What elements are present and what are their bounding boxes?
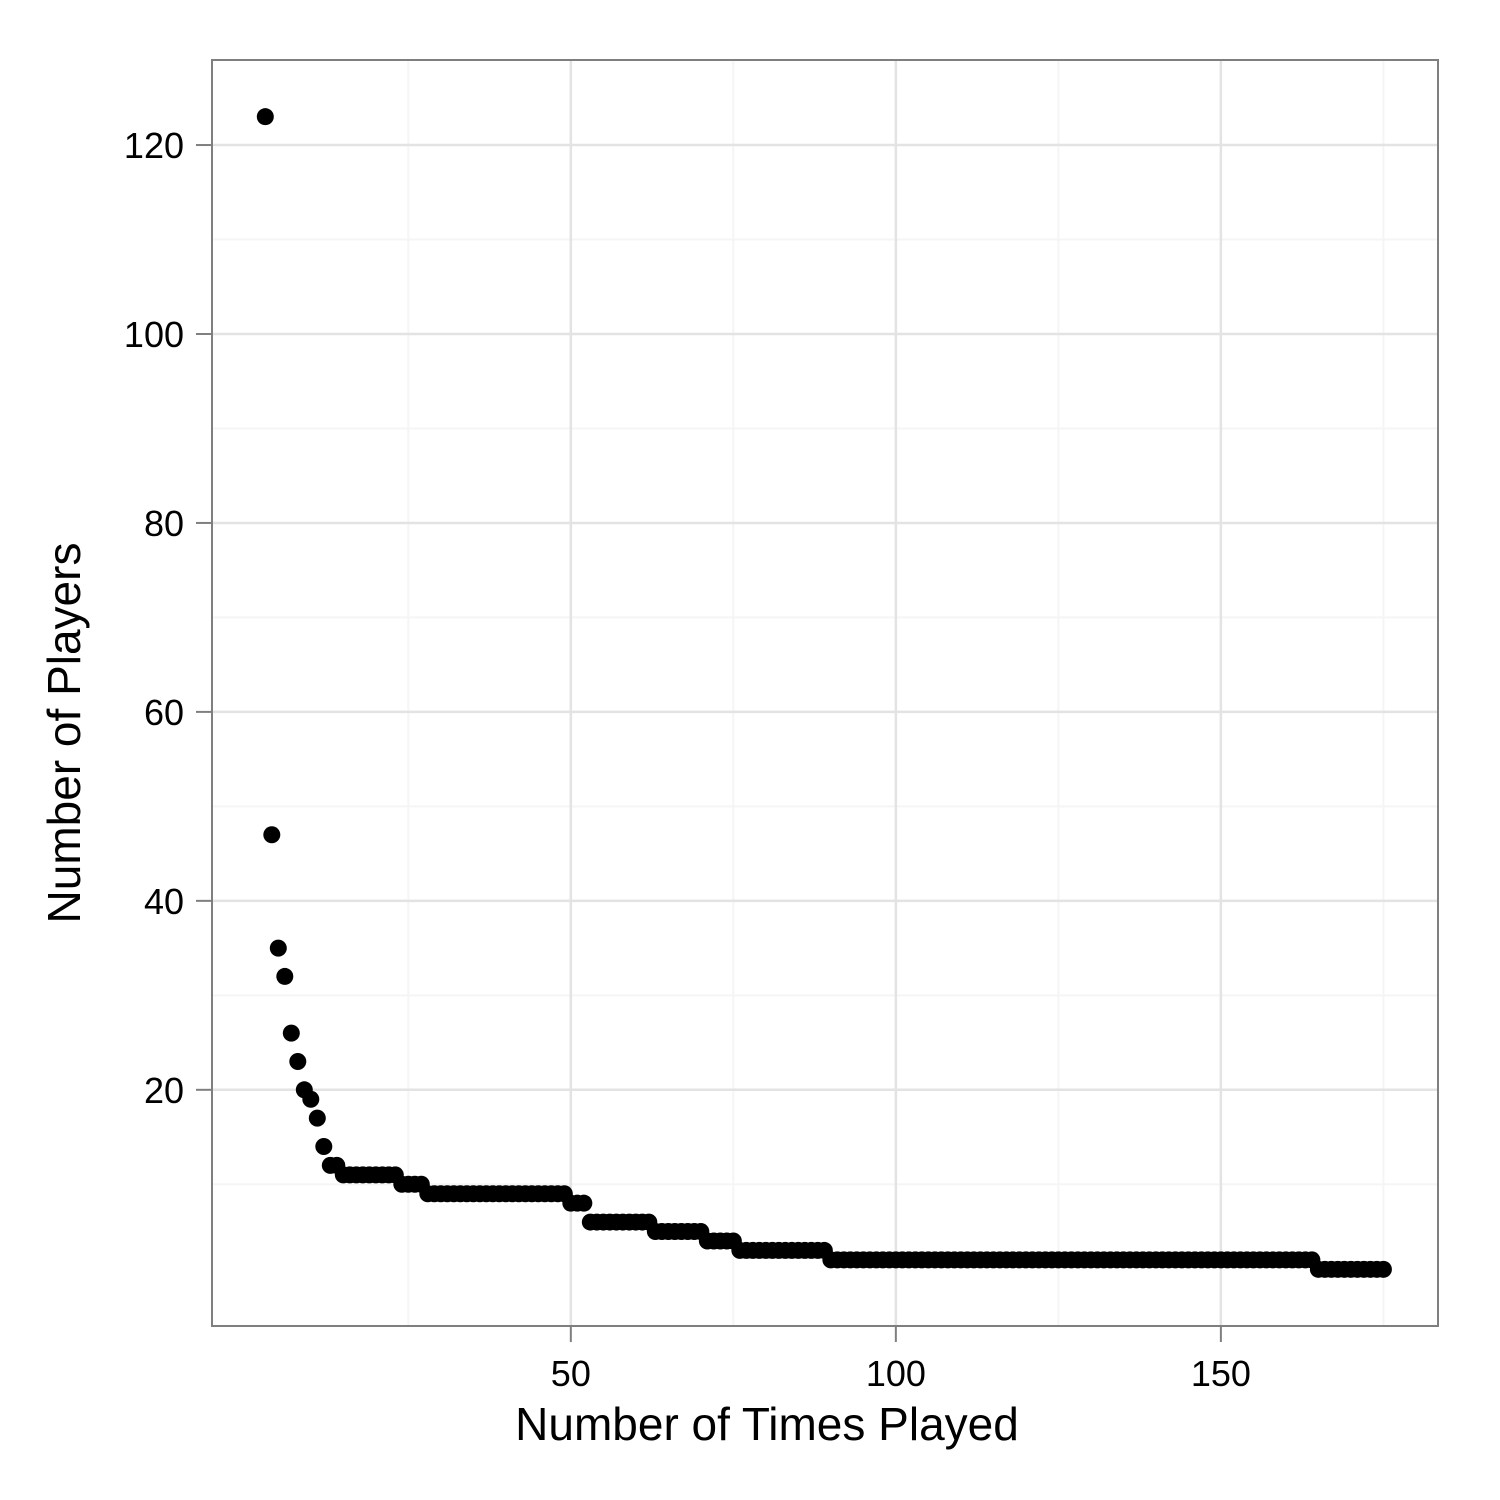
y-tick-label: 120 [124,125,184,166]
point [263,826,281,844]
x-axis-title: Number of Times Played [515,1398,1019,1450]
point [276,967,294,985]
point [269,939,287,957]
x-tick-label: 150 [1191,1353,1251,1394]
panel-border [211,59,1439,1327]
x-tick-label: 100 [866,1353,926,1394]
y-axis-title: Number of Players [38,543,90,924]
y-tick-label: 100 [124,314,184,355]
panel [212,60,1438,1326]
x-tick-label: 50 [551,1353,591,1394]
point [308,1109,326,1127]
point [315,1137,333,1155]
points [256,108,1392,1278]
point [289,1052,307,1070]
point [282,1024,300,1042]
y-tick-label: 40 [144,881,184,922]
point [256,108,274,126]
y-tick-label: 20 [144,1070,184,1111]
point [575,1194,593,1212]
y-tick-label: 80 [144,503,184,544]
point [1374,1260,1392,1278]
grid [212,60,1438,1326]
point [302,1090,320,1108]
y-tick-label: 60 [144,692,184,733]
